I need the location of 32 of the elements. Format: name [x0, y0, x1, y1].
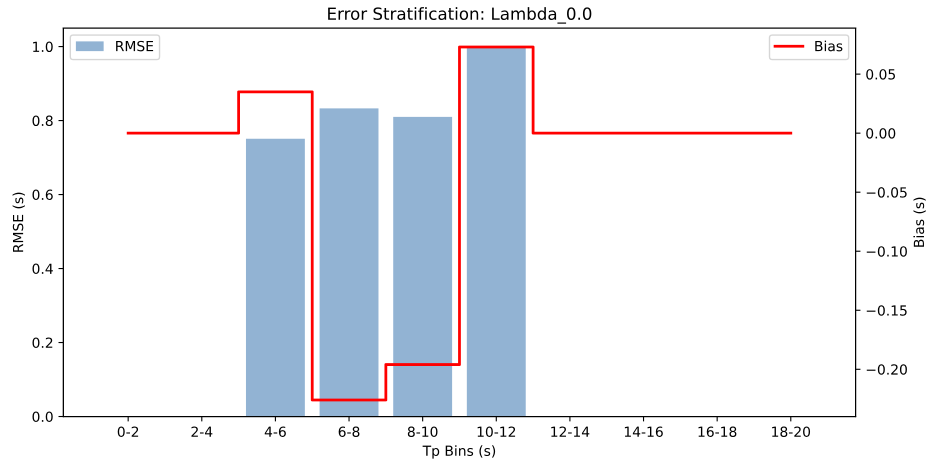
y2-tick-label: 0.00 [866, 128, 896, 139]
y-tick-label: 0.2 [32, 338, 52, 348]
bar [246, 138, 305, 417]
x-tick-label: 4-6 [264, 426, 286, 437]
y-tick-label: 0.8 [32, 116, 53, 126]
y-axis-title: RMSE (s) [12, 192, 25, 252]
y2-tick-label: −0.05 [866, 187, 907, 198]
x-tick-label: 2-4 [191, 426, 212, 437]
y-tick-label: 0.0 [32, 411, 53, 422]
x-tick-label: 16-18 [698, 426, 736, 437]
y2-tick-label: −0.20 [866, 364, 907, 375]
y2-axis-title: Bias (s) [913, 198, 926, 247]
x-tick-label: 0-2 [118, 426, 138, 437]
legend-label: Bias [815, 40, 842, 52]
y2-tick-label: −0.10 [866, 246, 907, 257]
bar [393, 116, 452, 417]
x-tick-label: 18-20 [772, 426, 810, 437]
y-tick-label: 0.6 [32, 190, 53, 200]
x-tick-label: 12-14 [551, 426, 590, 437]
x-tick-label: 10-12 [478, 426, 516, 437]
y2-tick-label: −0.15 [866, 305, 907, 316]
chart-title: Error Stratification: Lambda_0.0 [328, 7, 592, 24]
x-tick-label: 14-16 [624, 426, 663, 437]
bar [466, 46, 526, 417]
x-axis-title: Tp Bins (s) [422, 445, 496, 459]
legend-label: RMSE [116, 40, 154, 52]
y-tick-label: 0.4 [32, 264, 53, 274]
bar [320, 108, 378, 417]
y-tick-label: 1.0 [33, 42, 53, 52]
y2-tick-label: 0.05 [866, 69, 896, 80]
x-tick-label: 8-10 [408, 426, 438, 437]
x-tick-label: 6-8 [338, 426, 360, 437]
